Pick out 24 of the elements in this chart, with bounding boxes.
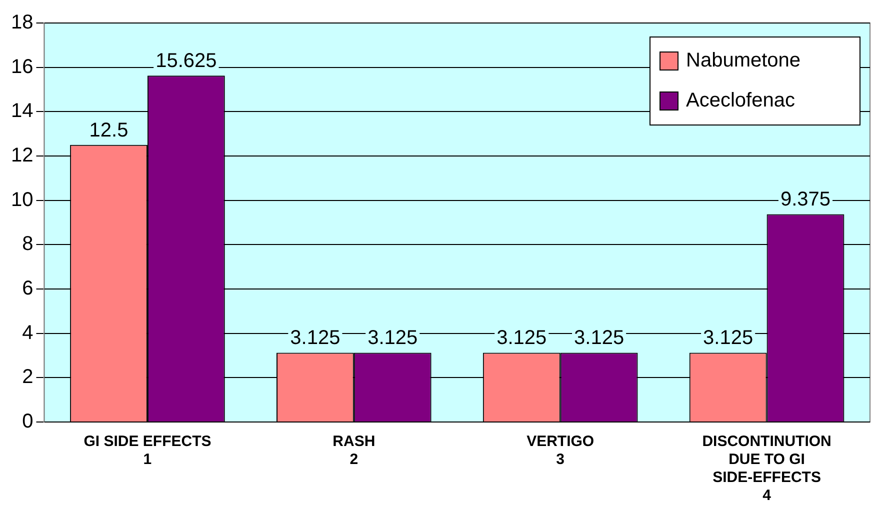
x-tick-label: DISCONTINUTION DUE TO GI SIDE-EFFECTS 4 bbox=[702, 433, 832, 504]
y-tick-label: 12 bbox=[10, 144, 34, 167]
data-label: 3.125 bbox=[703, 327, 754, 350]
y-tick-label: 0 bbox=[22, 410, 34, 433]
legend-label: Nabumetone bbox=[686, 50, 801, 72]
y-tick-label: 4 bbox=[22, 322, 34, 344]
data-label: 12.5 bbox=[89, 119, 128, 142]
data-label: 3.125 bbox=[368, 327, 418, 350]
y-tick-label: 6 bbox=[22, 278, 34, 300]
x-tick-label: GI SIDE EFFECTS 1 bbox=[84, 433, 212, 468]
y-tick-label: 8 bbox=[22, 233, 34, 256]
data-label: 3.125 bbox=[496, 327, 547, 350]
data-label: 15.625 bbox=[156, 50, 217, 72]
data-label: 9.375 bbox=[780, 188, 831, 211]
data-label: 3.125 bbox=[290, 327, 340, 350]
x-tick-label: VERTIGO 3 bbox=[526, 433, 594, 468]
y-tick-label: 2 bbox=[22, 366, 34, 388]
y-tick-label: 18 bbox=[10, 12, 34, 34]
y-tick-label: 16 bbox=[10, 56, 34, 78]
y-tick-label: 10 bbox=[10, 188, 34, 211]
y-tick-label: 14 bbox=[10, 100, 34, 122]
data-label: 3.125 bbox=[574, 327, 624, 350]
legend-label: Aceclofenac bbox=[686, 90, 795, 112]
x-tick-label: RASH 2 bbox=[332, 433, 376, 468]
